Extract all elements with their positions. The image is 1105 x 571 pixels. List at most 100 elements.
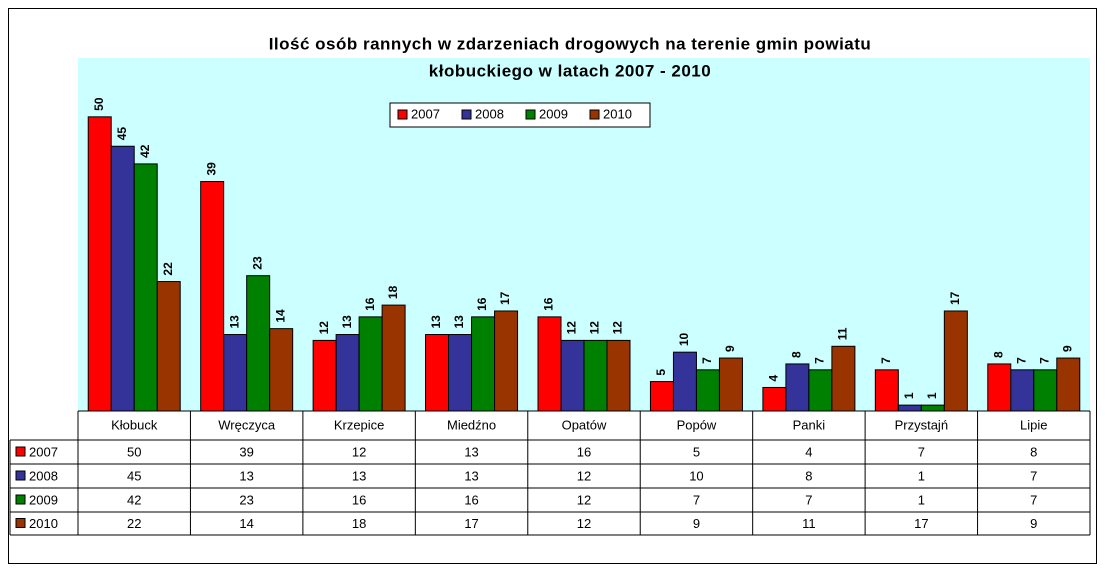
table-cell: 50 [127, 444, 141, 459]
table-cell: 8 [1030, 444, 1037, 459]
category-label: Popów [677, 417, 717, 432]
table-cell: 1 [918, 492, 925, 507]
table-cell: 13 [464, 468, 478, 483]
bar [200, 181, 225, 412]
category-label: Panki [793, 417, 826, 432]
table-cell: 16 [352, 492, 366, 507]
bar [762, 386, 787, 412]
table-cell: 12 [577, 492, 591, 507]
table-cell: 45 [127, 468, 141, 483]
table-cell: 9 [693, 516, 700, 531]
legend-label: 2007 [411, 106, 440, 121]
table-cell: 4 [805, 444, 812, 459]
table-cell: 42 [127, 492, 141, 507]
category-label: Krzepice [334, 417, 385, 432]
bar [560, 339, 585, 412]
value-label: 16 [542, 297, 556, 311]
table-cell: 13 [352, 468, 366, 483]
value-label: 12 [611, 321, 625, 335]
bar [874, 369, 899, 412]
legend-swatch [15, 446, 26, 457]
category-label: Opatów [562, 417, 607, 432]
table-cell: 7 [1030, 468, 1037, 483]
table-cell: 12 [577, 468, 591, 483]
bar [312, 339, 337, 412]
legend-swatch [589, 109, 600, 120]
value-label: 7 [813, 357, 827, 364]
category-label: Przystajń [895, 417, 948, 432]
table-cell: 14 [239, 516, 253, 531]
table-cell: 11 [802, 516, 816, 531]
bar [920, 404, 945, 412]
value-label: 7 [1014, 357, 1028, 364]
value-label: 13 [227, 315, 241, 329]
legend-swatch [525, 109, 536, 120]
bar [425, 334, 450, 412]
value-label: 16 [363, 297, 377, 311]
bar [672, 351, 697, 412]
bar [448, 334, 473, 412]
table-cell: 9 [1030, 516, 1037, 531]
bar [695, 369, 720, 412]
value-label: 8 [991, 351, 1005, 358]
bar [718, 357, 743, 412]
value-label: 1 [925, 392, 939, 399]
bar [269, 328, 294, 412]
table-cell: 18 [352, 516, 366, 531]
bar [583, 339, 608, 412]
bar [943, 310, 968, 412]
value-label: 23 [250, 256, 264, 270]
table-cell: 13 [239, 468, 253, 483]
bar [246, 275, 271, 412]
table-cell: 7 [918, 444, 925, 459]
bar [606, 339, 631, 412]
row-label: 2007 [29, 444, 58, 459]
table-cell: 10 [689, 468, 703, 483]
legend-swatch [397, 109, 408, 120]
table-cell: 12 [577, 516, 591, 531]
legend-label: 2009 [539, 106, 568, 121]
category-label: Miedźno [447, 417, 496, 432]
value-label: 50 [92, 97, 106, 111]
bar [133, 163, 158, 412]
category-label: Kłobuck [111, 417, 158, 432]
bar [223, 334, 248, 412]
table-cell: 17 [914, 516, 928, 531]
value-label: 11 [836, 327, 850, 340]
legend-box [389, 102, 651, 128]
value-label: 39 [204, 162, 218, 176]
value-label: 7 [879, 357, 893, 364]
value-label: 5 [654, 369, 668, 376]
bar [358, 316, 383, 412]
bar [87, 116, 112, 412]
bar [831, 345, 856, 412]
table-cell: 22 [127, 516, 141, 531]
bar [785, 363, 810, 412]
value-label: 13 [452, 315, 466, 329]
bar [1033, 369, 1058, 412]
bar [381, 304, 406, 412]
table-cell: 39 [239, 444, 253, 459]
row-label: 2009 [29, 492, 58, 507]
row-label: 2010 [29, 516, 58, 531]
value-label: 1 [902, 392, 916, 399]
value-label: 4 [767, 374, 781, 381]
value-label: 9 [723, 345, 737, 352]
chart-title: kłobuckiego w latach 2007 - 2010 [429, 61, 711, 80]
bar [110, 145, 135, 412]
bar [335, 334, 360, 412]
value-label: 13 [429, 315, 443, 329]
bar [1056, 357, 1081, 412]
value-label: 12 [588, 321, 602, 335]
bar [537, 316, 562, 412]
legend-label: 2008 [475, 106, 504, 121]
bar [808, 369, 833, 412]
value-label: 45 [115, 127, 129, 141]
table-cell: 16 [577, 444, 591, 459]
value-label: 42 [138, 144, 152, 158]
value-label: 12 [565, 321, 579, 335]
table-cell: 7 [805, 492, 812, 507]
table-cell: 8 [805, 468, 812, 483]
value-label: 14 [273, 309, 287, 323]
